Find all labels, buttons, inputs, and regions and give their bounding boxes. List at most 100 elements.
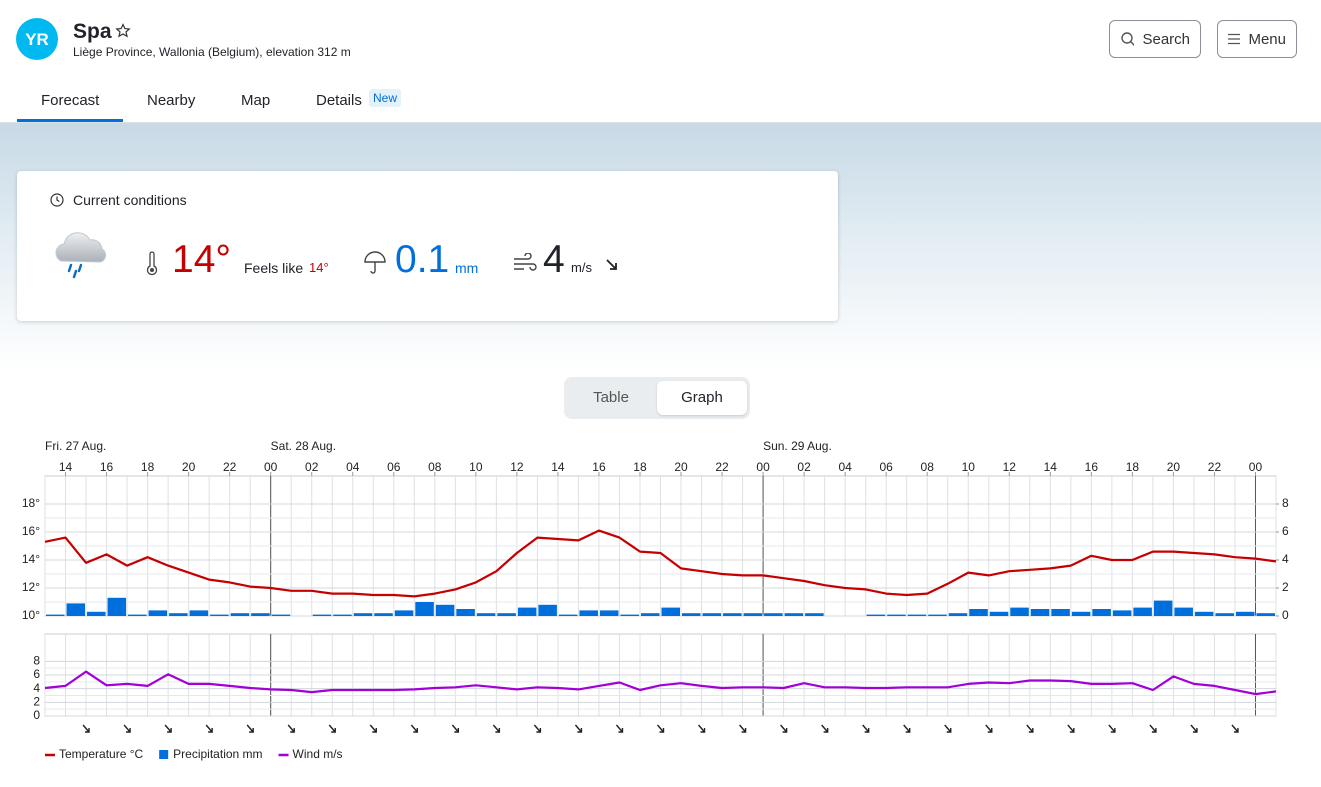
x-tick-label: 20 <box>674 460 688 474</box>
legend-label: Temperature °C <box>59 747 143 761</box>
y-tick-label: 14° <box>22 552 40 566</box>
view-toggle: Table Graph <box>564 377 750 419</box>
precipitation-bar <box>87 611 106 616</box>
wind-direction-arrow <box>1149 724 1157 733</box>
x-tick-label: 04 <box>346 460 360 474</box>
precipitation-bar <box>866 614 886 616</box>
favourite-star[interactable] <box>115 23 131 39</box>
precipitation-bar <box>1051 609 1070 616</box>
precipitation-bar <box>517 607 537 616</box>
precipitation-bar <box>1071 611 1091 616</box>
x-tick-label: 14 <box>59 460 73 474</box>
toggle-option-active[interactable]: Graph <box>657 381 747 415</box>
y3-tick-label: 4 <box>33 681 40 695</box>
x-tick-label: 02 <box>797 460 811 474</box>
precipitation-bar <box>620 614 639 616</box>
x-tick-label: 06 <box>880 460 894 474</box>
search-button[interactable]: Search <box>1109 20 1201 58</box>
x-tick-label: 14 <box>1044 460 1058 474</box>
y-tick-label: 12° <box>22 580 40 594</box>
precipitation-bar <box>784 613 804 616</box>
search-icon <box>1121 32 1135 46</box>
precipitation-bar <box>989 611 1009 616</box>
logo[interactable]: YR <box>16 18 58 60</box>
current-precipitation: 0.1 <box>395 238 450 281</box>
tab[interactable]: Map <box>241 92 271 109</box>
precipitation-bar <box>764 613 783 616</box>
precipitation-bar <box>456 609 475 616</box>
wind-direction-arrow <box>164 724 172 733</box>
wind-direction-arrow <box>451 724 460 733</box>
precipitation-bar <box>661 607 681 616</box>
series-line <box>44 529 1277 598</box>
precipitation-unit: mm <box>455 260 479 276</box>
precipitation-bar <box>682 613 701 616</box>
x-tick-label: 08 <box>921 460 935 474</box>
wind-direction-arrow <box>606 259 617 270</box>
wind-unit: m/s <box>571 260 592 275</box>
precipitation-bar <box>210 614 229 616</box>
location-title: Spa <box>73 20 112 43</box>
wind-direction-arrow <box>1067 724 1075 733</box>
x-tick-label: 12 <box>510 460 524 474</box>
precipitation-bar <box>374 613 393 616</box>
precipitation-bar <box>1215 613 1234 616</box>
day-label: Sun. 29 Aug. <box>763 439 832 453</box>
precipitation-bar <box>128 614 147 616</box>
wind-direction-arrow <box>205 724 213 733</box>
new-badge: New <box>369 89 402 107</box>
precipitation-bar <box>148 610 168 616</box>
current-conditions-card: Current conditions 14° Feels like 14° 0.… <box>17 171 838 321</box>
active-tab-indicator <box>17 119 123 122</box>
clock-icon <box>50 193 64 207</box>
precipitation-bar <box>743 613 763 616</box>
y3-tick-label: 2 <box>33 695 40 709</box>
wind-direction-arrow <box>410 724 418 733</box>
wind-direction-arrow <box>903 724 911 733</box>
x-tick-label: 16 <box>592 460 606 474</box>
precipitation-bar <box>887 614 906 616</box>
y3-tick-label: 6 <box>33 667 40 681</box>
wind-direction-arrow <box>492 724 501 733</box>
x-tick-label: 08 <box>428 460 442 474</box>
wind-direction-arrow <box>698 724 706 733</box>
wind-icon <box>514 253 537 271</box>
wind-direction-arrow <box>739 724 747 733</box>
precipitation-bar <box>538 604 557 616</box>
wind-direction-arrow <box>821 724 829 733</box>
logo-text: YR <box>25 30 49 49</box>
x-tick-label: 12 <box>1003 460 1017 474</box>
precipitation-bar <box>723 613 742 616</box>
tab[interactable]: Nearby <box>147 92 196 109</box>
precipitation-bar <box>928 614 947 616</box>
precipitation-bar <box>969 609 988 616</box>
menu-button[interactable]: Menu <box>1217 20 1297 58</box>
precipitation-bar <box>251 613 270 616</box>
x-tick-label: 16 <box>100 460 114 474</box>
toggle-option[interactable]: Table <box>593 389 629 406</box>
y2-tick-label: 4 <box>1282 552 1289 566</box>
x-tick-label: 14 <box>551 460 565 474</box>
y-tick-label: 10° <box>22 608 40 622</box>
precipitation-bar <box>805 613 824 616</box>
y3-tick-label: 8 <box>33 654 40 668</box>
header: YR Spa Liège Province, Wallonia (Belgium… <box>0 0 1321 123</box>
precipitation-bar <box>1112 610 1132 616</box>
wind-direction-arrow <box>1026 724 1034 733</box>
y2-tick-label: 0 <box>1282 608 1289 622</box>
x-tick-label: 22 <box>715 460 729 474</box>
wind-direction-arrow <box>985 724 993 733</box>
precipitation-bar <box>1010 607 1029 616</box>
tab[interactable]: Forecast <box>41 92 100 109</box>
wind-direction-arrow <box>1108 724 1116 733</box>
x-tick-label: 10 <box>962 460 976 474</box>
precipitation-bar <box>230 613 250 616</box>
wind-direction-arrow <box>246 724 254 733</box>
precipitation-bar <box>312 614 332 616</box>
search-label: Search <box>1142 30 1190 48</box>
x-tick-label: 18 <box>141 460 155 474</box>
legend-swatch <box>159 750 169 759</box>
tab[interactable]: Details <box>316 92 362 109</box>
precipitation-bar <box>333 614 352 616</box>
precipitation-bar <box>1235 611 1255 616</box>
